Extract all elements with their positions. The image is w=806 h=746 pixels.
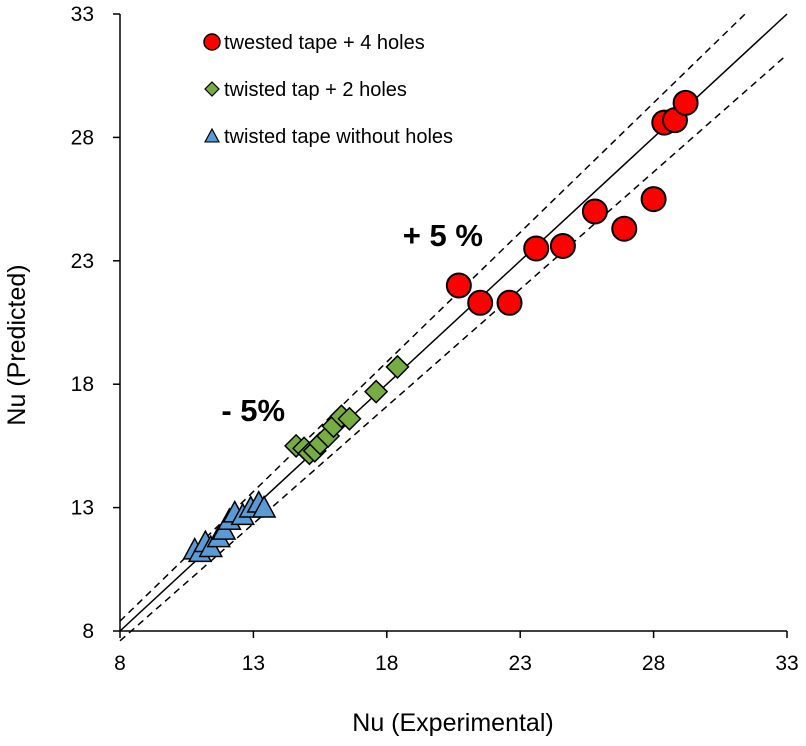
y-tick-label: 8: [82, 620, 94, 643]
data-point-circle: [549, 232, 576, 259]
y-tick-label: 18: [71, 373, 94, 396]
axes: 8 13 18 23 28 33 8 13 18 23 28 33: [71, 3, 799, 675]
data-point-circle: [523, 235, 550, 262]
x-axis-label: Nu (Experimental): [352, 709, 553, 737]
data-point-circle: [611, 215, 638, 242]
legend-marker-circle: [203, 33, 221, 51]
y-tick-label: 13: [71, 497, 94, 520]
legend-label: twisted tap + 2 holes: [224, 79, 407, 101]
legend-label: twisted tape without holes: [224, 126, 453, 148]
x-tick-label: 8: [114, 652, 126, 675]
data-point-circle: [672, 89, 699, 116]
legend-marker-diamond: [204, 81, 220, 97]
data-point-diamond: [364, 379, 389, 404]
x-tick-label: 28: [642, 652, 665, 675]
legend-marker-triangle: [203, 127, 221, 143]
x-tick-label: 18: [375, 652, 398, 675]
data-point-circle: [496, 289, 523, 316]
legend-symbol: [203, 127, 221, 143]
data-point-triangle: [251, 495, 277, 518]
data-point-circle: [467, 289, 494, 316]
annotation-label: + 5 %: [403, 218, 483, 253]
x-tick-label: 13: [242, 652, 265, 675]
legend: twested tape + 4 holes twisted tap + 2 ho…: [203, 32, 453, 148]
y-tick-label: 28: [71, 126, 94, 149]
reference-line-dashed: [119, 13, 746, 622]
legend-symbol: [203, 33, 221, 51]
annotations: + 5 % - 5%: [221, 218, 483, 428]
data-point-circle: [581, 198, 608, 225]
legend-label: twested tape + 4 holes: [224, 32, 425, 54]
data-point-diamond: [385, 354, 410, 379]
data-point-circle: [445, 272, 472, 299]
legend-symbol: [204, 81, 220, 97]
data-points: [182, 89, 699, 563]
y-tick-label: 23: [71, 250, 94, 273]
x-tick-label: 23: [509, 652, 532, 675]
y-axis-label: Nu (Predicted): [3, 264, 31, 425]
annotation-label: - 5%: [221, 393, 285, 428]
x-tick-label: 33: [775, 652, 798, 675]
data-point-diamond: [337, 406, 362, 431]
y-tick-label: 33: [71, 3, 94, 26]
data-point-circle: [640, 186, 667, 213]
reference-line-dashed: [119, 54, 788, 642]
